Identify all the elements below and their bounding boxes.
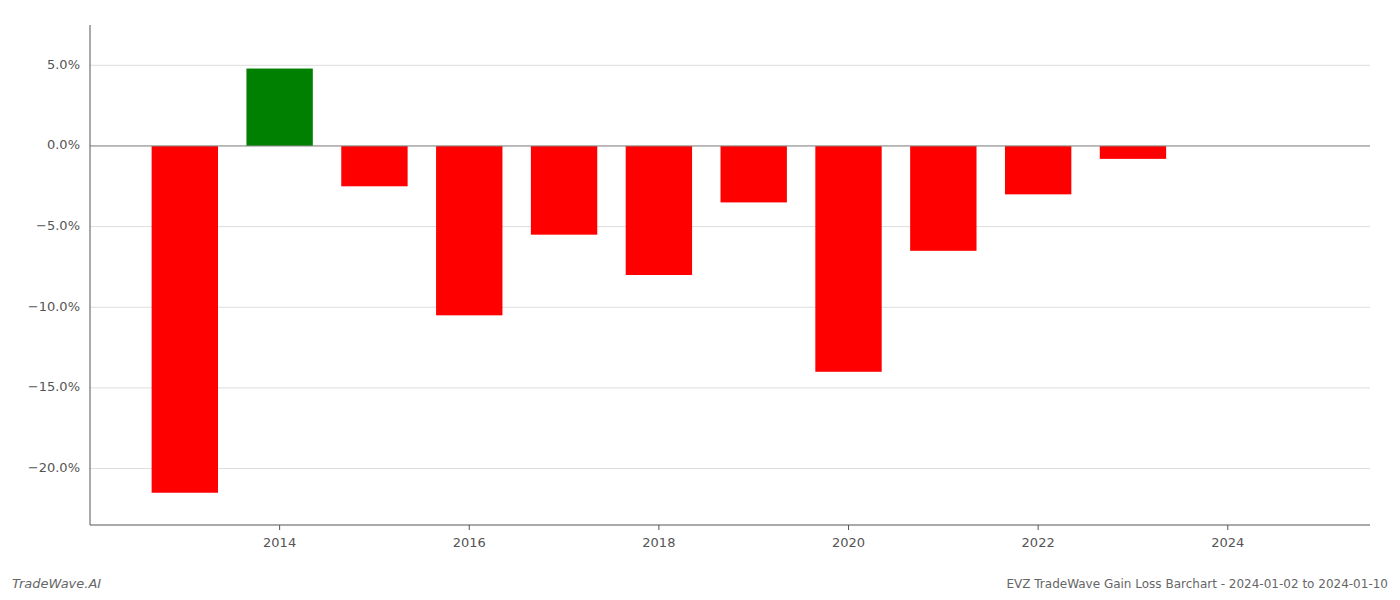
grid-line xyxy=(90,65,1370,66)
y-tick-label: 5.0% xyxy=(47,57,80,72)
bar xyxy=(341,146,407,186)
y-tick-label: −10.0% xyxy=(28,299,80,314)
bar xyxy=(531,146,597,235)
bar xyxy=(436,146,502,315)
x-ticks: 2014 2016 2018 2020 2022 2024 xyxy=(263,525,1244,550)
grid-line xyxy=(90,307,1370,308)
x-tick-label: 2022 xyxy=(1022,535,1055,550)
y-tick-label: −15.0% xyxy=(28,379,80,394)
grid-line xyxy=(90,145,1370,146)
x-tick-label: 2014 xyxy=(263,535,296,550)
x-tick xyxy=(469,525,470,530)
bar xyxy=(246,69,312,146)
x-axis-line xyxy=(90,525,1370,526)
bar xyxy=(815,146,881,372)
x-tick-label: 2018 xyxy=(642,535,675,550)
bar xyxy=(1100,146,1166,159)
zero-line xyxy=(90,145,1370,146)
bar xyxy=(910,146,976,251)
y-tick-label: −20.0% xyxy=(28,460,80,475)
chart: 5.0%0.0%−5.0%−10.0%−15.0%−20.0%201420162… xyxy=(0,0,1400,600)
grid-line xyxy=(90,387,1370,388)
x-tick xyxy=(848,525,849,530)
y-axis-line xyxy=(90,25,91,525)
bar xyxy=(626,146,692,275)
title: EVZ TradeWave Gain Loss Barchart - 2024-… xyxy=(1006,577,1388,591)
x-tick-label: 2024 xyxy=(1211,535,1244,550)
x-tick-label: 2016 xyxy=(453,535,486,550)
bar xyxy=(721,146,787,202)
x-tick-label: 2020 xyxy=(832,535,865,550)
y-grid xyxy=(90,65,1370,468)
grid-line xyxy=(90,468,1370,469)
x-tick xyxy=(1038,525,1039,530)
y-tick-label: −5.0% xyxy=(36,218,80,233)
x-tick xyxy=(1227,525,1228,530)
x-tick xyxy=(279,525,280,530)
grid-line xyxy=(90,226,1370,227)
chart-container: 5.0%0.0%−5.0%−10.0%−15.0%−20.0%201420162… xyxy=(0,0,1400,600)
y-tick-label: 0.0% xyxy=(47,137,80,152)
x-tick xyxy=(658,525,659,530)
bars xyxy=(152,69,1167,493)
y-tick-labels: 5.0% 0.0% −5.0% −10.0% −15.0% −20.0% xyxy=(28,57,80,475)
bar xyxy=(152,146,218,493)
watermark: TradeWave.AI xyxy=(12,576,101,591)
bar xyxy=(1005,146,1071,194)
